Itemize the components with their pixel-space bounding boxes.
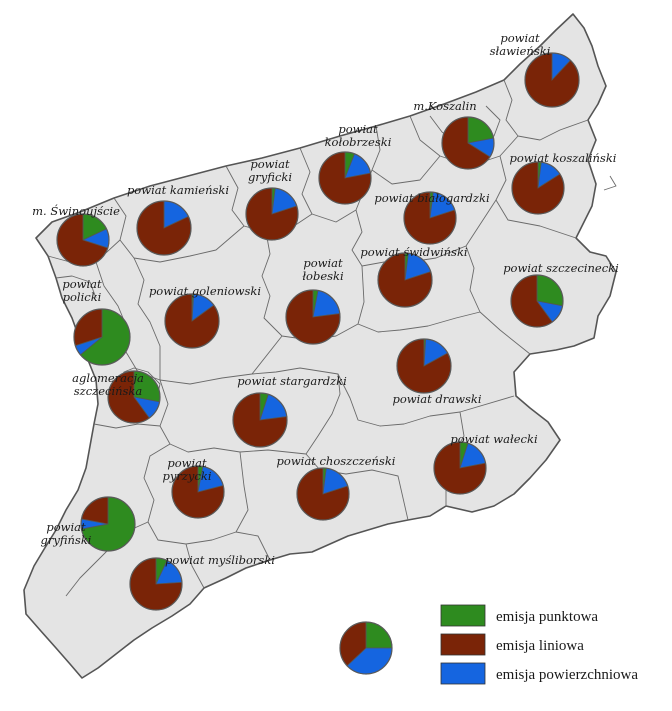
legend-sample-pie xyxy=(339,621,393,675)
legend-label-liniowa: emisja liniowa xyxy=(496,638,584,654)
district-label-policki-line2: policki xyxy=(63,290,102,304)
district-label-slawienski-line2: sławieński xyxy=(490,44,551,58)
district-pyrzycki-pie xyxy=(171,465,225,519)
district-koszalin-pie xyxy=(441,116,495,170)
district-label-stargardzki: powiat stargardzki xyxy=(237,374,347,388)
district-lobeski-pie-outline xyxy=(285,289,341,345)
district-label-walecki: powiat wałecki xyxy=(450,432,538,446)
district-bialogardzki-pie-outline xyxy=(403,191,457,245)
district-policki-pie xyxy=(73,308,131,366)
district-choszczenski-pie xyxy=(296,467,350,521)
district-koszalinski-pie xyxy=(511,161,565,215)
district-label-pyrzycki-line1: powiat xyxy=(167,456,207,470)
legend-label-punktowa: emisja punktowa xyxy=(496,609,598,625)
district-label-gryficki-line1: powiat xyxy=(250,157,290,171)
emission-pie-charts xyxy=(56,52,580,611)
district-szczecin-pie xyxy=(107,370,161,424)
district-label-kolobrzeski-line2: kołobrzeski xyxy=(325,135,392,149)
district-label-gryfinski-line2: gryfiński xyxy=(41,533,92,547)
district-gryficki-pie xyxy=(245,187,299,241)
district-stargardzki-pie xyxy=(232,392,288,448)
district-drawski-pie xyxy=(396,338,452,394)
legend-swatch-punktowa xyxy=(440,604,486,627)
district-label-goleniowski: powiat goleniowski xyxy=(149,284,261,298)
legend: emisja punktowa emisja liniowa emisja powi… xyxy=(339,604,638,685)
district-lobeski-pie xyxy=(285,289,341,345)
district-kolobrzeski-pie xyxy=(318,151,372,205)
district-mysliborski-pie xyxy=(129,557,183,611)
district-szczecinecki-pie xyxy=(510,274,564,328)
district-label-kolobrzeski-line1: powiat xyxy=(338,122,378,136)
district-label-lobeski-line2: łobeski xyxy=(302,269,344,283)
district-swinoujscie-pie xyxy=(56,213,110,267)
district-szczecinecki-pie-outline xyxy=(510,274,564,328)
district-kamienski-pie xyxy=(136,200,192,256)
district-koszalin-pie-outline xyxy=(441,116,495,170)
district-swidwinski-pie xyxy=(377,252,433,308)
district-label-swinoujscie: m. Świnoujście xyxy=(32,204,120,218)
legend-swatch-liniowa xyxy=(440,633,486,656)
district-label-koszalin: m.Koszalin xyxy=(413,99,476,113)
district-label-koszalinski: powiat koszaliński xyxy=(510,151,617,165)
district-labels: powiatsławieńskim.Koszalinpowiatkołobrze… xyxy=(32,31,619,567)
district-label-bialogardzki: powiat białogardzki xyxy=(374,191,490,205)
district-goleniowski-pie-outline xyxy=(164,293,220,349)
district-kolobrzeski-pie-outline xyxy=(318,151,372,205)
district-pyrzycki-pie-outline xyxy=(171,465,225,519)
district-label-szczecinecki: powiat szczecinecki xyxy=(503,261,619,275)
district-walecki-pie xyxy=(433,441,487,495)
district-mysliborski-pie-outline xyxy=(129,557,183,611)
district-label-slawienski-line1: powiat xyxy=(500,31,540,45)
district-label-choszczenski: powiat choszczeński xyxy=(277,454,396,468)
district-stargardzki-pie-outline xyxy=(232,392,288,448)
district-swinoujscie-pie-outline xyxy=(56,213,110,267)
district-kamienski-pie-outline xyxy=(136,200,192,256)
legend-sample-pie-outline xyxy=(339,621,393,675)
district-label-szczecin-line2: szczecińska xyxy=(74,384,143,398)
district-goleniowski-pie xyxy=(164,293,220,349)
district-walecki-pie-outline xyxy=(433,441,487,495)
district-drawski-pie-outline xyxy=(396,338,452,394)
district-label-kamienski: powiat kamieński xyxy=(127,183,229,197)
district-label-policki-line1: powiat xyxy=(62,277,102,291)
district-slawienski-pie-outline xyxy=(524,52,580,108)
district-slawienski-pie xyxy=(524,52,580,108)
district-label-pyrzycki-line2: pyrzycki xyxy=(163,469,212,483)
district-label-gryficki-line2: gryficki xyxy=(248,170,292,184)
district-swidwinski-pie-outline xyxy=(377,252,433,308)
district-gryficki-pie-outline xyxy=(245,187,299,241)
legend-label-powierzchniowa: emisja powierzchniowa xyxy=(496,667,638,683)
district-gryfinski-pie xyxy=(80,496,136,552)
district-gryfinski-pie-outline xyxy=(80,496,136,552)
legend-swatch-powierzchniowa xyxy=(440,662,486,685)
district-policki-pie-outline xyxy=(73,308,131,366)
district-label-gryfinski-line1: powiat xyxy=(46,520,86,534)
district-bialogardzki-pie xyxy=(403,191,457,245)
district-szczecin-pie-outline xyxy=(107,370,161,424)
district-label-szczecin-line1: aglomeracja xyxy=(72,371,144,385)
district-label-drawski: powiat drawski xyxy=(392,392,481,406)
district-choszczenski-pie-outline xyxy=(296,467,350,521)
region-outline xyxy=(23,13,617,679)
district-label-mysliborski: powiat myśliborski xyxy=(165,553,275,567)
district-label-swidwinski: powiat świdwiński xyxy=(360,245,468,259)
district-koszalinski-pie-outline xyxy=(511,161,565,215)
district-label-lobeski-line1: powiat xyxy=(303,256,343,270)
